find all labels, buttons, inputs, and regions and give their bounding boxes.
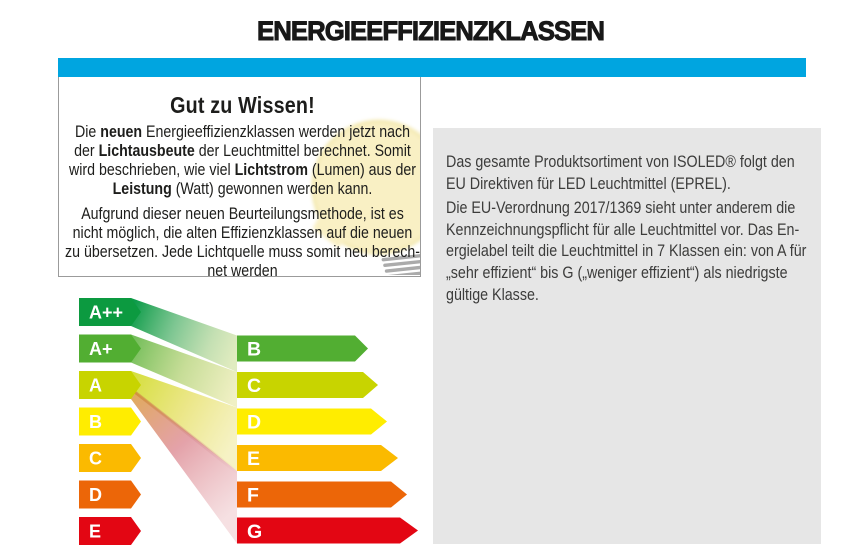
svg-text:E: E — [247, 448, 260, 470]
svg-text:E: E — [89, 522, 101, 542]
svg-text:B: B — [89, 412, 102, 432]
svg-text:F: F — [247, 485, 259, 507]
svg-text:C: C — [247, 375, 261, 397]
svg-text:C: C — [89, 449, 102, 469]
svg-text:A+: A+ — [89, 339, 113, 359]
svg-text:G: G — [247, 521, 262, 543]
svg-text:A++: A++ — [89, 303, 123, 323]
svg-text:B: B — [247, 339, 261, 361]
svg-text:A: A — [89, 376, 102, 396]
svg-text:D: D — [89, 485, 102, 505]
svg-text:D: D — [247, 412, 261, 434]
